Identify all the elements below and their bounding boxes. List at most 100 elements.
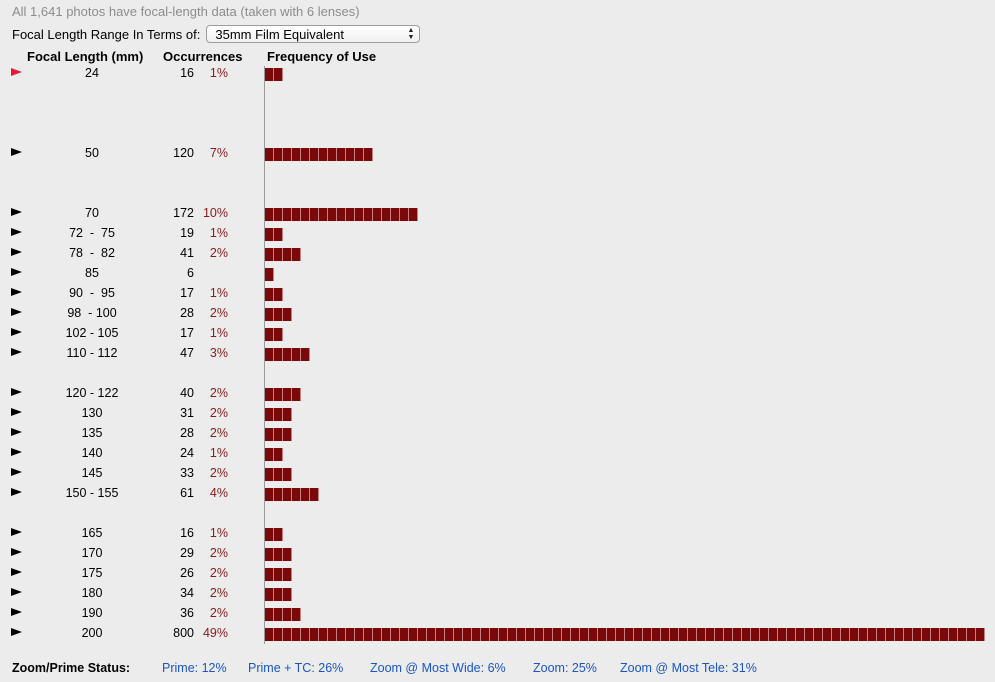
data-label-percent: 2% [209, 566, 228, 580]
chart-row: 200 800 49% [0, 624, 995, 644]
disclosure-triangle-icon[interactable] [11, 628, 22, 636]
tick-label: 145 [81, 466, 103, 480]
data-label-occurrences: 26 [180, 566, 194, 580]
disclosure-triangle-icon[interactable] [11, 448, 22, 456]
chart-bar [265, 488, 319, 501]
data-label-percent: 1% [209, 66, 228, 80]
chart-row: 175 26 2% [0, 564, 995, 584]
tick-label: 140 [81, 446, 103, 460]
status-prime-tc-link[interactable]: Prime + TC: 26% [248, 661, 344, 675]
tick-label: 110 - 112 [66, 346, 118, 360]
data-label-occurrences: 29 [180, 546, 194, 560]
data-label-occurrences: 47 [180, 346, 194, 360]
chart-row: 110 - 112 47 3% [0, 344, 995, 364]
status-zoom-tele-link[interactable]: Zoom @ Most Tele: 31% [620, 661, 757, 675]
disclosure-triangle-icon[interactable] [11, 248, 22, 256]
range-row: Focal Length Range In Terms of: 35mm Fil… [12, 24, 421, 44]
data-label-occurrences: 28 [180, 306, 194, 320]
tick-label: 90 - 95 [69, 286, 115, 300]
disclosure-triangle-icon[interactable] [11, 488, 22, 496]
disclosure-triangle-icon[interactable] [11, 348, 22, 356]
disclosure-triangle-icon[interactable] [11, 268, 22, 276]
status-label: Zoom/Prime Status: [12, 661, 131, 675]
tick-label: 72 - 75 [69, 226, 115, 240]
chart-bar [265, 568, 292, 581]
disclosure-triangle-icon[interactable] [11, 288, 22, 296]
range-select[interactable]: 35mm Film Equivalent ▲ ▼ [206, 25, 421, 43]
data-label-percent: 2% [209, 386, 228, 400]
chart-bar [265, 428, 292, 441]
chart-bar [265, 468, 292, 481]
chart-bar [265, 388, 301, 401]
data-label-percent: 1% [209, 286, 228, 300]
chart-bar [265, 328, 283, 341]
chart-bar [265, 588, 292, 601]
data-label-percent: 2% [209, 406, 228, 420]
data-label-percent: 3% [209, 346, 228, 360]
range-label: Focal Length Range In Terms of: [12, 26, 201, 42]
disclosure-triangle-icon[interactable] [11, 148, 22, 156]
tick-label: 24 [85, 66, 99, 80]
chart-bar [265, 268, 274, 281]
chart-row: 180 34 2% [0, 584, 995, 604]
chart-row: 150 - 155 61 4% [0, 484, 995, 504]
chart-bar [265, 408, 292, 421]
data-label-occurrences: 34 [180, 586, 194, 600]
chart-bar [265, 248, 301, 261]
status-zoom-wide-link[interactable]: Zoom @ Most Wide: 6% [370, 661, 506, 675]
chart-row: 85 6 [0, 264, 995, 284]
status-prime-link[interactable]: Prime: 12% [162, 661, 227, 675]
chart-axis-line [264, 66, 265, 644]
chart-bar [265, 548, 292, 561]
data-label-occurrences: 17 [180, 286, 194, 300]
data-label-occurrences: 33 [180, 466, 194, 480]
data-label-occurrences: 36 [180, 606, 194, 620]
data-label-occurrences: 16 [180, 66, 194, 80]
chart-bar [265, 68, 283, 81]
zoom-prime-status: Zoom/Prime Status: Prime: 12% Prime + TC… [0, 661, 995, 677]
tick-label: 190 [81, 606, 103, 620]
header-frequency: Frequency of Use [267, 49, 377, 64]
disclosure-triangle-icon[interactable] [11, 588, 22, 596]
data-label-occurrences: 172 [173, 206, 194, 220]
chart-bar [265, 448, 283, 461]
status-zoom-link[interactable]: Zoom: 25% [533, 661, 597, 675]
chart-row: 90 - 95 17 1% [0, 284, 995, 304]
chart-row: 120 - 122 40 2% [0, 384, 995, 404]
data-label-percent: 1% [209, 226, 228, 240]
disclosure-triangle-icon[interactable] [11, 308, 22, 316]
disclosure-triangle-icon[interactable] [11, 428, 22, 436]
tick-label: 85 [85, 266, 99, 280]
disclosure-triangle-icon[interactable] [11, 228, 22, 236]
tick-label: 130 [81, 406, 103, 420]
tick-label: 180 [81, 586, 103, 600]
chart-row: 190 36 2% [0, 604, 995, 624]
tick-label: 70 [85, 206, 99, 220]
data-label-percent: 7% [209, 146, 228, 160]
tick-label: 200 [81, 626, 103, 640]
disclosure-triangle-icon[interactable] [11, 468, 22, 476]
data-label-occurrences: 41 [180, 246, 194, 260]
disclosure-triangle-icon[interactable] [11, 408, 22, 416]
tick-label: 120 - 122 [65, 386, 119, 400]
chart-row: 78 - 82 41 2% [0, 244, 995, 264]
header-focal-length: Focal Length (mm) [27, 49, 144, 64]
disclosure-triangle-icon[interactable] [11, 608, 22, 616]
disclosure-triangle-icon[interactable] [11, 548, 22, 556]
data-label-percent: 49% [202, 626, 228, 640]
disclosure-triangle-icon[interactable] [11, 328, 22, 336]
disclosure-triangle-icon[interactable] [11, 528, 22, 536]
disclosure-triangle-icon[interactable] [11, 68, 22, 76]
tick-label: 135 [81, 426, 103, 440]
chart-bar [265, 628, 985, 641]
data-label-percent: 1% [209, 446, 228, 460]
disclosure-triangle-icon[interactable] [11, 208, 22, 216]
disclosure-triangle-icon[interactable] [11, 568, 22, 576]
chart-row: 102 - 105 17 1% [0, 324, 995, 344]
data-label-percent: 1% [209, 326, 228, 340]
disclosure-triangle-icon[interactable] [11, 388, 22, 396]
chart-row: 24 16 1% [0, 64, 995, 84]
chart-row: 50 120 7% [0, 144, 995, 164]
data-label-occurrences: 28 [180, 426, 194, 440]
tick-label: 78 - 82 [69, 246, 115, 260]
